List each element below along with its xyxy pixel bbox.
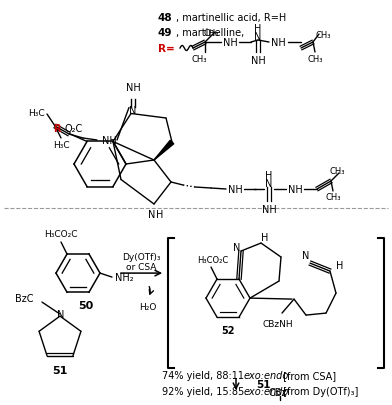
Text: 51: 51 <box>52 365 68 375</box>
Text: NH: NH <box>261 205 276 215</box>
Text: O₂C: O₂C <box>65 124 83 134</box>
Text: H: H <box>156 209 164 220</box>
Text: 74% yield, 88:11: 74% yield, 88:11 <box>162 370 247 380</box>
Text: 92% yield, 15:85: 92% yield, 15:85 <box>162 386 247 396</box>
Text: 49: 49 <box>158 28 172 38</box>
Text: [from CSA]: [from CSA] <box>280 370 336 380</box>
Text: R=: R= <box>158 44 175 54</box>
Text: 50: 50 <box>78 301 94 310</box>
Text: CH₃: CH₃ <box>315 30 331 39</box>
Text: N: N <box>57 309 65 319</box>
Text: NH₂: NH₂ <box>115 273 133 282</box>
Text: NH: NH <box>228 185 242 194</box>
Text: exo:endo: exo:endo <box>244 370 289 380</box>
Text: NH: NH <box>250 56 265 66</box>
Text: exo:endo: exo:endo <box>244 386 289 396</box>
Text: , martinellic acid, R=H: , martinellic acid, R=H <box>176 13 286 23</box>
Text: H₃C: H₃C <box>28 108 45 117</box>
Text: N: N <box>233 243 241 252</box>
Text: NH: NH <box>223 38 238 48</box>
Text: H: H <box>336 260 344 271</box>
Text: H₃CO₂C: H₃CO₂C <box>44 229 78 238</box>
Text: H: H <box>261 232 269 243</box>
Text: 48: 48 <box>158 13 172 23</box>
Text: CBz: CBz <box>269 387 287 397</box>
Text: Dy(OTf)₃: Dy(OTf)₃ <box>122 252 161 261</box>
Text: H: H <box>254 24 262 34</box>
Text: H₃CO₂C: H₃CO₂C <box>198 255 229 264</box>
Text: or CSA: or CSA <box>126 262 157 271</box>
Text: N: N <box>129 106 137 116</box>
Text: CH₃: CH₃ <box>325 193 341 202</box>
Text: 51: 51 <box>256 379 270 389</box>
Text: H₂O: H₂O <box>139 302 157 311</box>
Text: [from Dy(OTf)₃]: [from Dy(OTf)₃] <box>280 386 358 396</box>
Text: CH₃: CH₃ <box>203 28 219 37</box>
Text: N: N <box>254 32 262 42</box>
Text: BzC: BzC <box>16 293 34 303</box>
Text: NH: NH <box>270 38 285 48</box>
Text: NH: NH <box>125 83 140 93</box>
Text: H: H <box>265 171 273 181</box>
Text: N: N <box>148 209 156 220</box>
Polygon shape <box>154 141 174 161</box>
Text: CBzNH: CBzNH <box>263 319 293 328</box>
Text: NH: NH <box>102 136 116 146</box>
Text: N: N <box>265 179 273 189</box>
Text: 52: 52 <box>221 325 235 335</box>
Text: , martinelline,: , martinelline, <box>176 28 244 38</box>
Text: N: N <box>302 250 310 260</box>
Text: R: R <box>53 124 61 134</box>
Text: CH₃: CH₃ <box>307 54 323 63</box>
Text: CH₃: CH₃ <box>329 167 345 176</box>
Text: H₃C: H₃C <box>53 140 69 149</box>
Text: CH₃: CH₃ <box>191 54 207 63</box>
Text: NH: NH <box>288 185 302 194</box>
